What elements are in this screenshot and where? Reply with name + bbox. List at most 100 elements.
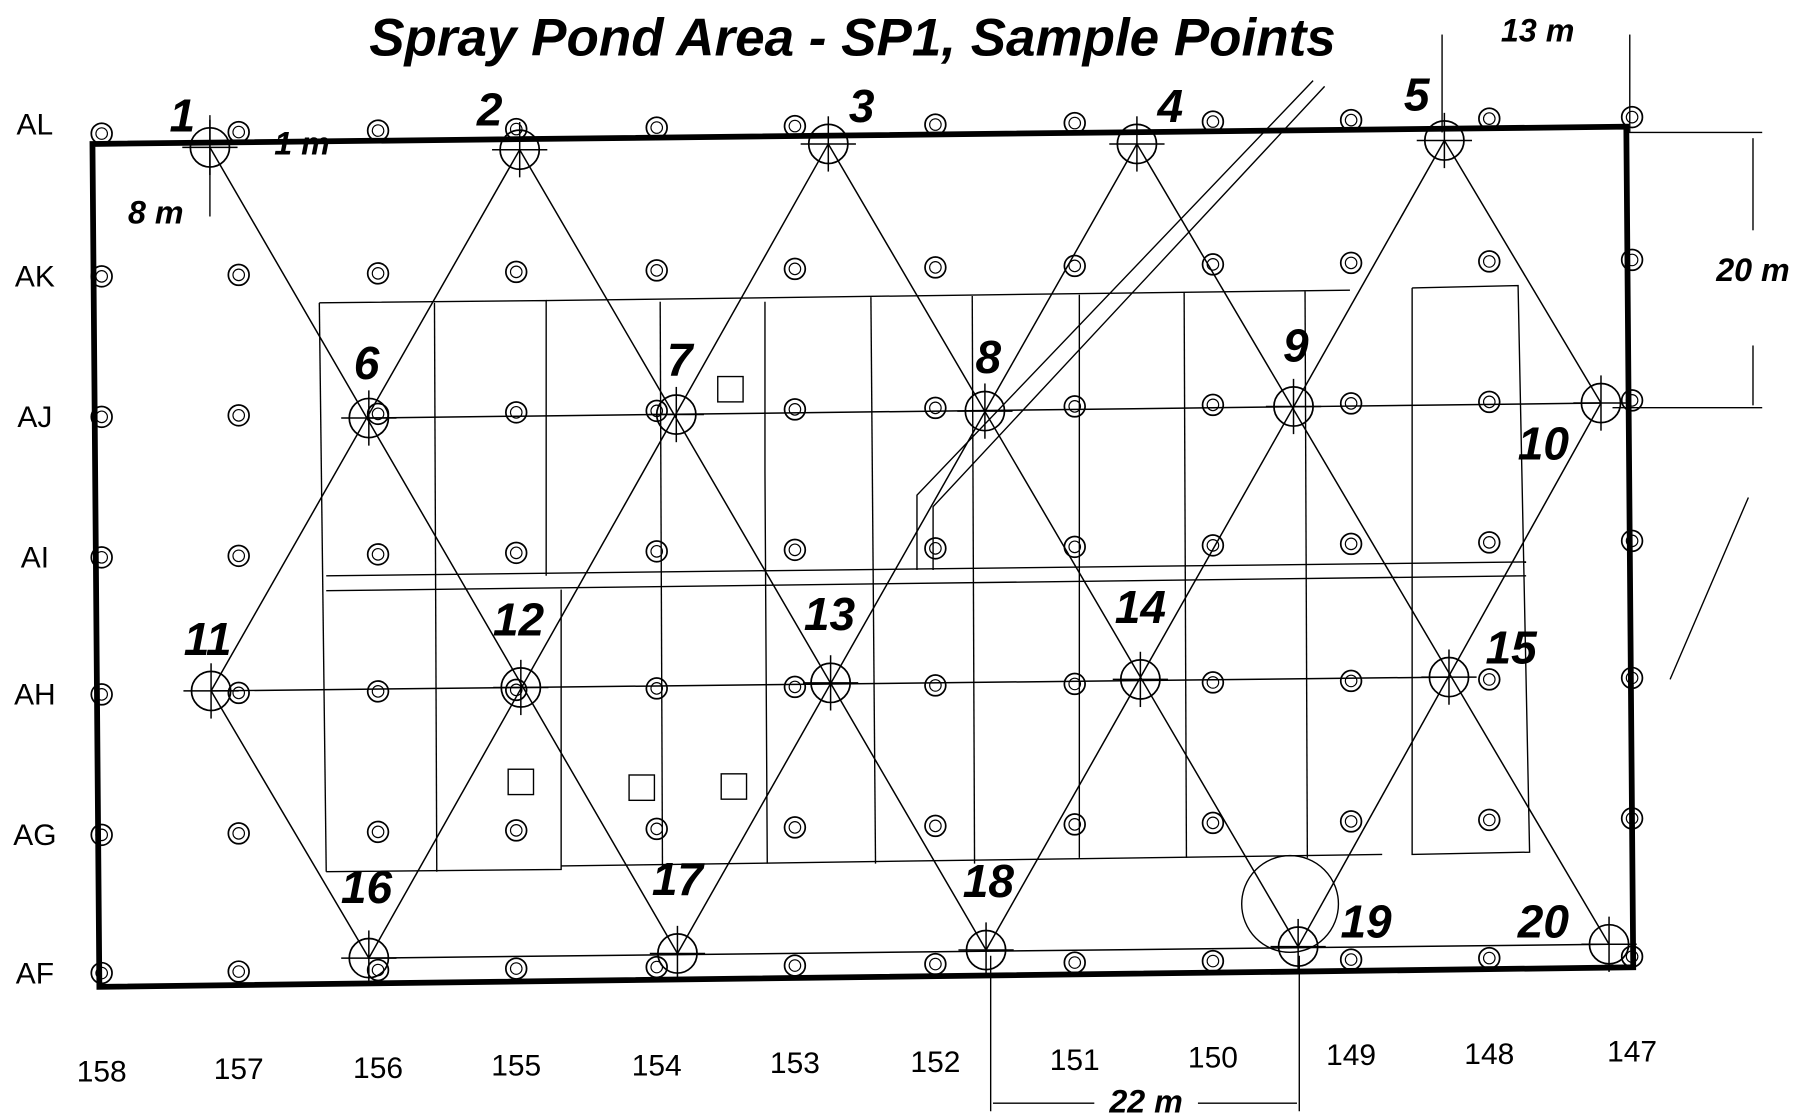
post-inner [650, 545, 664, 558]
post [227, 120, 250, 144]
row-label: AH [14, 679, 56, 712]
post [1478, 808, 1501, 832]
post [366, 262, 390, 285]
post-inner [1625, 812, 1639, 825]
post [1478, 250, 1501, 273]
post [505, 401, 528, 424]
sample-point-label: 19 [1340, 895, 1392, 947]
post-inner [1482, 395, 1496, 409]
post-inner [232, 268, 246, 282]
post-inner [1625, 110, 1639, 124]
post [1201, 253, 1225, 276]
post [90, 265, 113, 288]
post-inner [1344, 953, 1358, 966]
post-inner [95, 828, 109, 842]
post [1063, 395, 1086, 418]
post [366, 543, 390, 566]
post-inner [371, 963, 385, 977]
post-inner [1482, 112, 1496, 125]
post-inner [232, 965, 246, 978]
post-inner [1344, 674, 1358, 688]
post [645, 399, 668, 423]
post-inner [95, 966, 109, 980]
post [1620, 945, 1644, 968]
post [1063, 951, 1086, 974]
post-inner [650, 264, 664, 277]
post [924, 952, 947, 976]
post [90, 122, 113, 145]
post [783, 954, 807, 977]
post [1063, 535, 1086, 559]
post-inner [1206, 115, 1220, 128]
sample-point-label: 7 [667, 333, 695, 385]
title: Spray Pond Area - SP1, Sample Points [369, 8, 1335, 67]
post [783, 816, 807, 839]
post [645, 540, 668, 563]
sample-point-label: 18 [963, 855, 1015, 907]
column-label: 148 [1464, 1038, 1514, 1071]
post [645, 116, 668, 139]
post-inner [929, 819, 942, 833]
post [1201, 110, 1225, 133]
post [1478, 531, 1501, 554]
row-label: AJ [17, 401, 52, 434]
post-inner [95, 688, 109, 701]
sample-line [368, 143, 829, 959]
sample-point-label: 20 [1517, 895, 1570, 947]
post-inner [509, 824, 523, 837]
sample-line [676, 143, 1138, 954]
row-label: AK [15, 261, 55, 294]
post-inner [232, 827, 246, 840]
post-inner [788, 821, 802, 834]
post-inner [1068, 400, 1082, 413]
column-label: 150 [1188, 1041, 1238, 1074]
post-inner [929, 679, 942, 692]
post-inner [232, 409, 246, 422]
post-inner [1625, 950, 1639, 963]
post [505, 541, 528, 565]
post-inner [232, 125, 246, 139]
post-inner [650, 822, 664, 836]
post [1201, 534, 1225, 557]
post [645, 955, 668, 979]
post [1339, 251, 1363, 275]
post-inner [1344, 113, 1358, 127]
post-inner [1068, 956, 1082, 969]
post [90, 961, 113, 985]
column-label: 149 [1326, 1039, 1376, 1072]
post-inner [1625, 253, 1639, 267]
dimension-label: 22 m [1108, 1083, 1182, 1117]
post-inner [1068, 540, 1082, 554]
dimension-label: 1 m [274, 125, 330, 161]
post-inner [1206, 539, 1220, 552]
post [505, 260, 528, 284]
post [1339, 392, 1363, 415]
post [1478, 107, 1501, 130]
post [1478, 390, 1501, 414]
grid-posts [90, 105, 1644, 985]
post-inner [929, 957, 942, 971]
sample-point-label: 8 [976, 331, 1002, 383]
column-label: 154 [632, 1050, 682, 1083]
post [924, 396, 947, 420]
post [1063, 813, 1086, 836]
post-inner [929, 542, 942, 555]
post [783, 114, 807, 138]
post [1201, 671, 1225, 694]
sample-point-label: 2 [476, 84, 503, 136]
column-label: 155 [491, 1050, 541, 1083]
post-inner [232, 686, 246, 700]
post-inner [1068, 818, 1082, 831]
post-inner [1344, 815, 1358, 828]
dimension-label: 13 m [1501, 12, 1574, 48]
post-inner [95, 410, 109, 424]
dimension-label: 20 m [1715, 252, 1789, 288]
post [227, 960, 250, 983]
post [1201, 949, 1225, 973]
post-inner [929, 118, 942, 131]
post-inner [509, 546, 523, 560]
post-inner [1344, 537, 1358, 551]
post [1339, 108, 1363, 132]
sample-points [182, 112, 1637, 986]
post [1620, 529, 1644, 553]
